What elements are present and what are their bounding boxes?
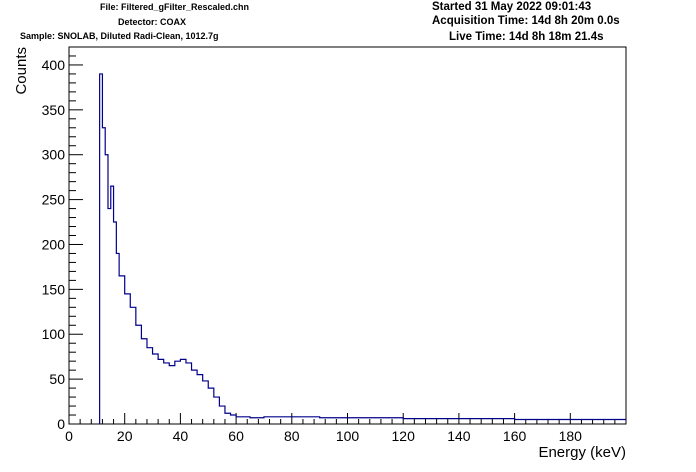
started-label: Started 31 May 2022 09:01:43 bbox=[432, 1, 592, 13]
x-tick-label: 160 bbox=[503, 428, 527, 444]
x-tick-label: 180 bbox=[559, 428, 583, 444]
plot-frame bbox=[68, 46, 627, 425]
y-axis: 0 50 100 150 200 250 300 350 400 bbox=[42, 46, 83, 432]
y-tick-label: 100 bbox=[42, 326, 66, 342]
y-tick-label: 400 bbox=[42, 57, 66, 73]
detector-label: Detector: COAX bbox=[118, 17, 187, 27]
y-tick-label: 200 bbox=[42, 236, 66, 252]
x-tick-label: 40 bbox=[173, 428, 189, 444]
x-tick-label: 20 bbox=[117, 428, 133, 444]
x-tick-label: 100 bbox=[336, 428, 360, 444]
x-tick-label: 0 bbox=[65, 428, 73, 444]
x-axis-title: Energy (keV) bbox=[538, 444, 626, 461]
acquisition-time-label: Acquisition Time: 14d 8h 20m 0.0s bbox=[432, 15, 620, 27]
sample-label: Sample: SNOLAB, Diluted Radi-Clean, 1012… bbox=[20, 31, 219, 41]
x-tick-label: 120 bbox=[392, 428, 416, 444]
y-axis-title: Counts bbox=[13, 47, 30, 95]
y-tick-label: 0 bbox=[57, 416, 65, 432]
x-tick-label: 80 bbox=[284, 428, 300, 444]
y-tick-label: 50 bbox=[49, 371, 65, 387]
x-tick-label: 60 bbox=[228, 428, 244, 444]
x-axis: 0 20 40 60 80 100 120 140 160 180 bbox=[65, 413, 627, 444]
y-tick-label: 300 bbox=[42, 147, 66, 163]
live-time-label: Live Time: 14d 8h 18m 21.4s bbox=[449, 31, 604, 43]
file-label: File: Filtered_gFilter_Rescaled.chn bbox=[100, 2, 250, 12]
series-group bbox=[99, 73, 626, 424]
y-tick-label: 150 bbox=[42, 281, 66, 297]
x-tick-label: 140 bbox=[447, 428, 471, 444]
y-tick-label: 350 bbox=[42, 102, 66, 118]
y-tick-label: 250 bbox=[42, 192, 66, 208]
spectrum-series-line bbox=[99, 73, 626, 424]
